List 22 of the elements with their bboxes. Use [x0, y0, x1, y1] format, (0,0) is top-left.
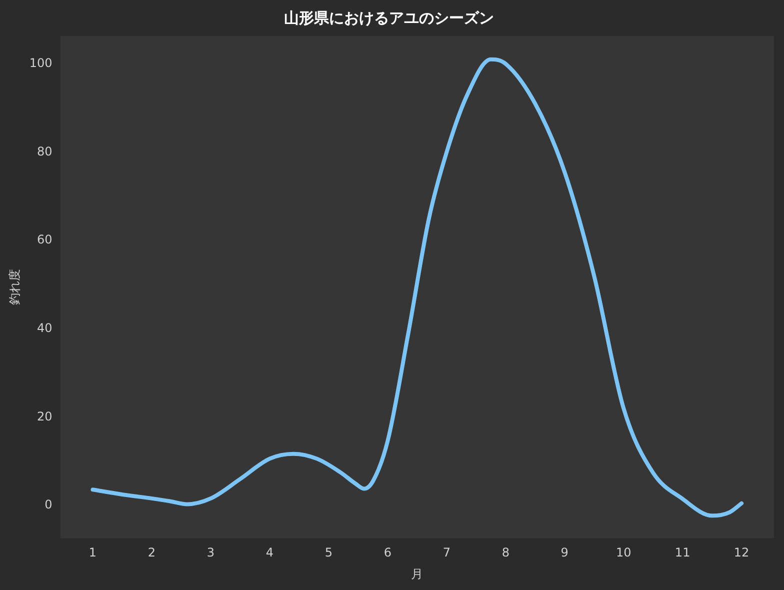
x-tick-label: 12 [734, 546, 750, 560]
x-tick-label: 6 [384, 546, 392, 560]
x-tick-label: 11 [674, 546, 690, 560]
x-tick-label: 8 [502, 546, 510, 560]
x-tick-label: 4 [266, 546, 274, 560]
x-tick-label: 7 [442, 546, 450, 560]
x-tick-label: 1 [88, 546, 97, 560]
x-tick-label: 3 [206, 546, 215, 560]
x-tick-label: 10 [616, 546, 632, 560]
x-axis-title: 月 [411, 566, 424, 581]
chart-title: 山形県におけるアユのシーズン [284, 8, 494, 27]
y-tick-label: 0 [44, 498, 52, 512]
x-tick-label: 9 [560, 546, 568, 560]
line-series [90, 57, 744, 518]
y-axis-title: 釣れ度 [7, 269, 22, 306]
y-tick-label: 100 [29, 56, 52, 70]
y-tick-label: 20 [37, 409, 52, 424]
x-tick-label: 5 [324, 546, 332, 560]
y-tick-label: 60 [37, 232, 52, 247]
y-tick-label: 80 [37, 144, 52, 158]
y-tick-label: 40 [37, 320, 52, 335]
x-tick-label: 2 [148, 546, 156, 560]
